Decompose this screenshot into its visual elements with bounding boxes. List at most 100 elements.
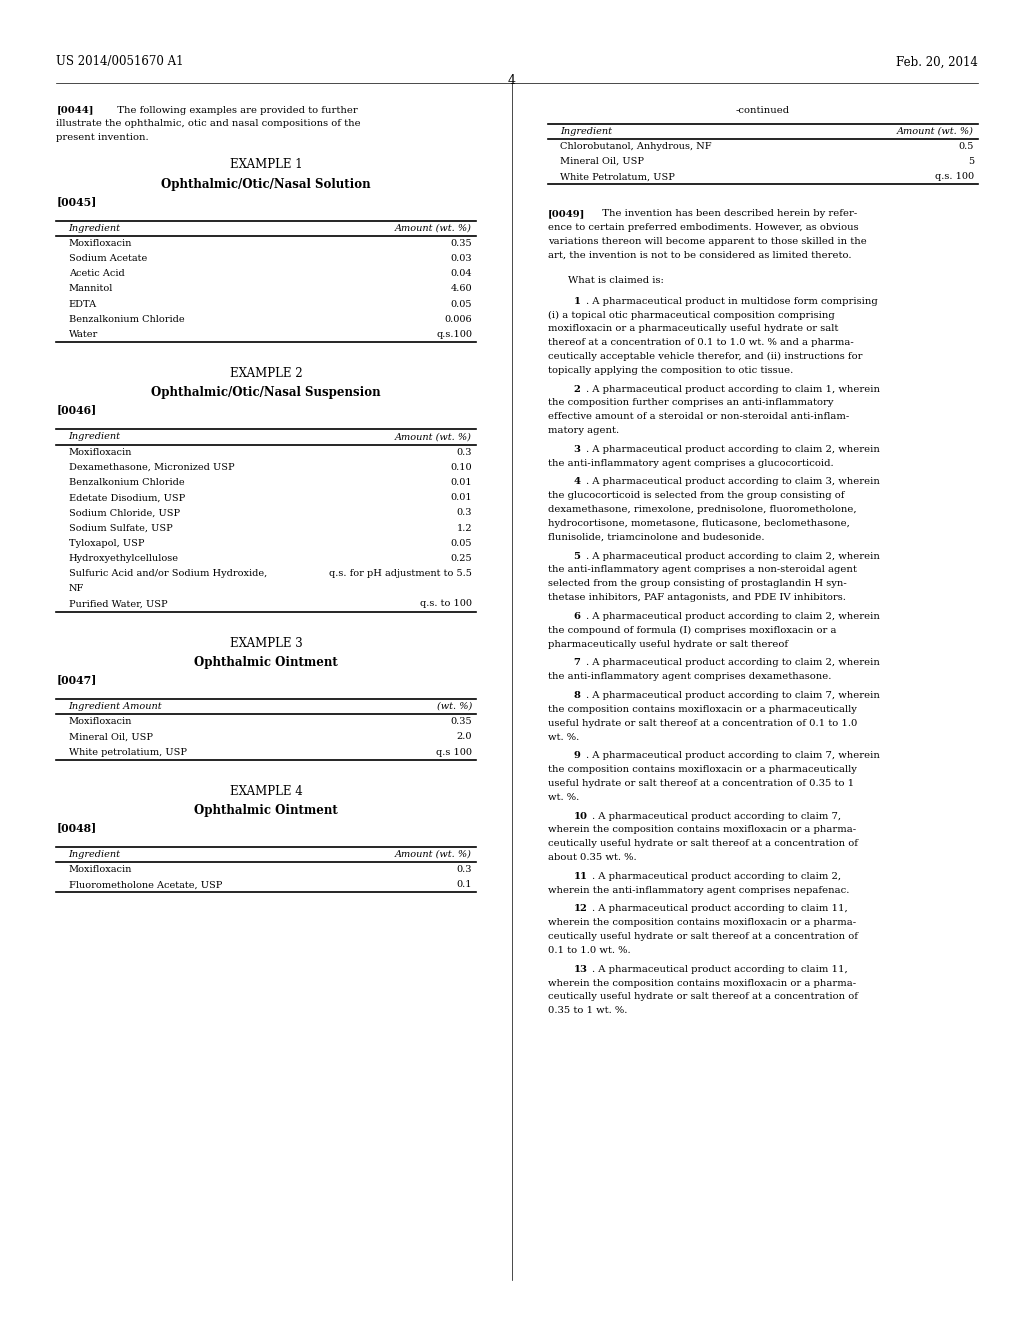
Text: Ophthalmic Ointment: Ophthalmic Ointment: [195, 804, 338, 817]
Text: Amount (wt. %): Amount (wt. %): [395, 850, 472, 859]
Text: wherein the composition contains moxifloxacin or a pharma-: wherein the composition contains moxiflo…: [548, 978, 856, 987]
Text: 0.1: 0.1: [457, 880, 472, 890]
Text: 0.05: 0.05: [451, 300, 472, 309]
Text: thereof at a concentration of 0.1 to 1.0 wt. % and a pharma-: thereof at a concentration of 0.1 to 1.0…: [548, 338, 854, 347]
Text: [0044]: [0044]: [56, 106, 94, 115]
Text: . A pharmaceutical product according to claim 7,: . A pharmaceutical product according to …: [592, 812, 841, 821]
Text: wherein the composition contains moxifloxacin or a pharma-: wherein the composition contains moxiflo…: [548, 825, 856, 834]
Text: the compound of formula (I) comprises moxifloxacin or a: the compound of formula (I) comprises mo…: [548, 626, 837, 635]
Text: 10: 10: [573, 812, 588, 821]
Text: . A pharmaceutical product according to claim 1, wherein: . A pharmaceutical product according to …: [586, 384, 880, 393]
Text: present invention.: present invention.: [56, 133, 148, 143]
Text: [0048]: [0048]: [56, 822, 96, 833]
Text: 2.0: 2.0: [457, 733, 472, 742]
Text: Moxifloxacin: Moxifloxacin: [69, 865, 132, 874]
Text: EXAMPLE 2: EXAMPLE 2: [230, 367, 302, 380]
Text: 0.04: 0.04: [451, 269, 472, 279]
Text: thetase inhibitors, PAF antagonists, and PDE IV inhibitors.: thetase inhibitors, PAF antagonists, and…: [548, 593, 846, 602]
Text: ceutically useful hydrate or salt thereof at a concentration of: ceutically useful hydrate or salt thereo…: [548, 932, 858, 941]
Text: art, the invention is not to be considered as limited thereto.: art, the invention is not to be consider…: [548, 251, 851, 260]
Text: Ophthalmic Ointment: Ophthalmic Ointment: [195, 656, 338, 669]
Text: 0.006: 0.006: [444, 314, 472, 323]
Text: [0049]: [0049]: [548, 210, 585, 218]
Text: Ingredient: Ingredient: [69, 433, 121, 441]
Text: White Petrolatum, USP: White Petrolatum, USP: [560, 172, 675, 181]
Text: . A pharmaceutical product according to claim 7, wherein: . A pharmaceutical product according to …: [586, 690, 880, 700]
Text: [0047]: [0047]: [56, 675, 96, 685]
Text: Ingredient: Ingredient: [69, 223, 121, 232]
Text: the anti-inflammatory agent comprises dexamethasone.: the anti-inflammatory agent comprises de…: [548, 672, 831, 681]
Text: effective amount of a steroidal or non-steroidal anti-inflam-: effective amount of a steroidal or non-s…: [548, 412, 849, 421]
Text: 0.3: 0.3: [457, 865, 472, 874]
Text: EXAMPLE 1: EXAMPLE 1: [230, 158, 302, 172]
Text: 4: 4: [508, 74, 516, 87]
Text: moxifloxacin or a pharmaceutically useful hydrate or salt: moxifloxacin or a pharmaceutically usefu…: [548, 325, 839, 334]
Text: Mannitol: Mannitol: [69, 284, 113, 293]
Text: [0045]: [0045]: [56, 195, 96, 207]
Text: [0046]: [0046]: [56, 404, 96, 416]
Text: Mineral Oil, USP: Mineral Oil, USP: [69, 733, 153, 742]
Text: 0.05: 0.05: [451, 539, 472, 548]
Text: Tyloxapol, USP: Tyloxapol, USP: [69, 539, 144, 548]
Text: . A pharmaceutical product according to claim 2, wherein: . A pharmaceutical product according to …: [586, 445, 880, 454]
Text: 0.1 to 1.0 wt. %.: 0.1 to 1.0 wt. %.: [548, 946, 631, 954]
Text: q.s. to 100: q.s. to 100: [420, 599, 472, 609]
Text: What is claimed is:: What is claimed is:: [568, 276, 665, 285]
Text: Fluorometholone Acetate, USP: Fluorometholone Acetate, USP: [69, 880, 222, 890]
Text: 5: 5: [573, 552, 581, 561]
Text: 0.3: 0.3: [457, 508, 472, 517]
Text: EXAMPLE 3: EXAMPLE 3: [229, 636, 303, 649]
Text: 8: 8: [573, 690, 581, 700]
Text: q.s. 100: q.s. 100: [935, 172, 974, 181]
Text: wt. %.: wt. %.: [548, 733, 580, 742]
Text: US 2014/0051670 A1: US 2014/0051670 A1: [56, 55, 184, 69]
Text: The invention has been described herein by refer-: The invention has been described herein …: [596, 210, 857, 218]
Text: hydrocortisone, mometasone, fluticasone, beclomethasone,: hydrocortisone, mometasone, fluticasone,…: [548, 519, 850, 528]
Text: useful hydrate or salt thereof at a concentration of 0.35 to 1: useful hydrate or salt thereof at a conc…: [548, 779, 854, 788]
Text: 0.03: 0.03: [451, 253, 472, 263]
Text: Amount (wt. %): Amount (wt. %): [897, 127, 974, 136]
Text: q.s.100: q.s.100: [436, 330, 472, 339]
Text: Purified Water, USP: Purified Water, USP: [69, 599, 167, 609]
Text: ceutically useful hydrate or salt thereof at a concentration of: ceutically useful hydrate or salt thereo…: [548, 993, 858, 1002]
Text: 6: 6: [573, 612, 581, 620]
Text: Sodium Chloride, USP: Sodium Chloride, USP: [69, 508, 180, 517]
Text: Moxifloxacin: Moxifloxacin: [69, 447, 132, 457]
Text: 0.5: 0.5: [958, 141, 974, 150]
Text: Sodium Sulfate, USP: Sodium Sulfate, USP: [69, 524, 172, 532]
Text: selected from the group consisting of prostaglandin H syn-: selected from the group consisting of pr…: [548, 579, 847, 589]
Text: wt. %.: wt. %.: [548, 793, 580, 801]
Text: The following examples are provided to further: The following examples are provided to f…: [111, 106, 357, 115]
Text: EDTA: EDTA: [69, 300, 96, 309]
Text: the composition contains moxifloxacin or a pharmaceutically: the composition contains moxifloxacin or…: [548, 766, 857, 774]
Text: 0.10: 0.10: [451, 463, 472, 471]
Text: dexamethasone, rimexolone, prednisolone, fluorometholone,: dexamethasone, rimexolone, prednisolone,…: [548, 506, 856, 515]
Text: Dexamethasone, Micronized USP: Dexamethasone, Micronized USP: [69, 463, 234, 471]
Text: Benzalkonium Chloride: Benzalkonium Chloride: [69, 478, 184, 487]
Text: 1: 1: [573, 297, 581, 306]
Text: Ophthalmic/Otic/Nasal Solution: Ophthalmic/Otic/Nasal Solution: [162, 178, 371, 190]
Text: 5: 5: [968, 157, 974, 166]
Text: topically applying the composition to otic tissue.: topically applying the composition to ot…: [548, 366, 794, 375]
Text: . A pharmaceutical product according to claim 2, wherein: . A pharmaceutical product according to …: [586, 659, 880, 668]
Text: . A pharmaceutical product in multidose form comprising: . A pharmaceutical product in multidose …: [586, 297, 878, 306]
Text: Moxifloxacin: Moxifloxacin: [69, 717, 132, 726]
Text: 3: 3: [573, 445, 581, 454]
Text: 0.35 to 1 wt. %.: 0.35 to 1 wt. %.: [548, 1006, 628, 1015]
Text: 12: 12: [573, 904, 588, 913]
Text: 9: 9: [573, 751, 581, 760]
Text: Feb. 20, 2014: Feb. 20, 2014: [896, 55, 978, 69]
Text: ence to certain preferred embodiments. However, as obvious: ence to certain preferred embodiments. H…: [548, 223, 858, 232]
Text: 11: 11: [573, 871, 588, 880]
Text: Benzalkonium Chloride: Benzalkonium Chloride: [69, 314, 184, 323]
Text: variations thereon will become apparent to those skilled in the: variations thereon will become apparent …: [548, 238, 866, 246]
Text: 0.3: 0.3: [457, 447, 472, 457]
Text: 1.2: 1.2: [457, 524, 472, 532]
Text: . A pharmaceutical product according to claim 2, wherein: . A pharmaceutical product according to …: [586, 552, 880, 561]
Text: 0.25: 0.25: [451, 554, 472, 562]
Text: . A pharmaceutical product according to claim 7, wherein: . A pharmaceutical product according to …: [586, 751, 880, 760]
Text: 4: 4: [573, 478, 581, 487]
Text: Edetate Disodium, USP: Edetate Disodium, USP: [69, 494, 185, 502]
Text: (wt. %): (wt. %): [437, 702, 472, 711]
Text: ceutically acceptable vehicle therefor, and (ii) instructions for: ceutically acceptable vehicle therefor, …: [548, 352, 862, 362]
